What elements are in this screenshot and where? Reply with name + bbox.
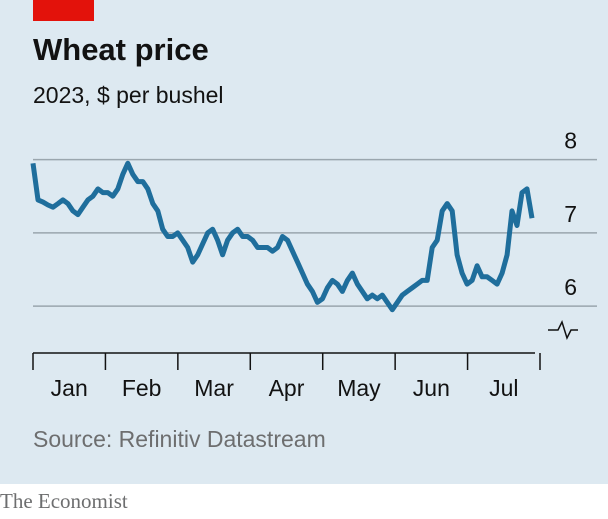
chart-title: Wheat price — [33, 32, 209, 67]
x-tick-label: Apr — [269, 375, 305, 401]
chart-subtitle: 2023, $ per bushel — [33, 82, 224, 108]
x-tick-label: Feb — [122, 375, 162, 401]
source: Source: Refinitiv Datastream — [33, 426, 326, 452]
x-tick-label: Mar — [194, 375, 234, 401]
red-tag — [33, 0, 94, 21]
y-tick-label: 8 — [564, 128, 577, 154]
y-tick-label: 7 — [564, 201, 577, 227]
x-tick-label: Jun — [413, 375, 450, 401]
axis-break — [548, 320, 578, 340]
price-line — [30, 160, 535, 313]
x-tick-label: Jul — [489, 375, 518, 401]
brand: The Economist — [0, 489, 128, 513]
background — [0, 0, 608, 484]
x-tick-label: May — [337, 375, 381, 401]
y-tick-label: 6 — [564, 274, 577, 300]
x-tick-label: Jan — [51, 375, 88, 401]
